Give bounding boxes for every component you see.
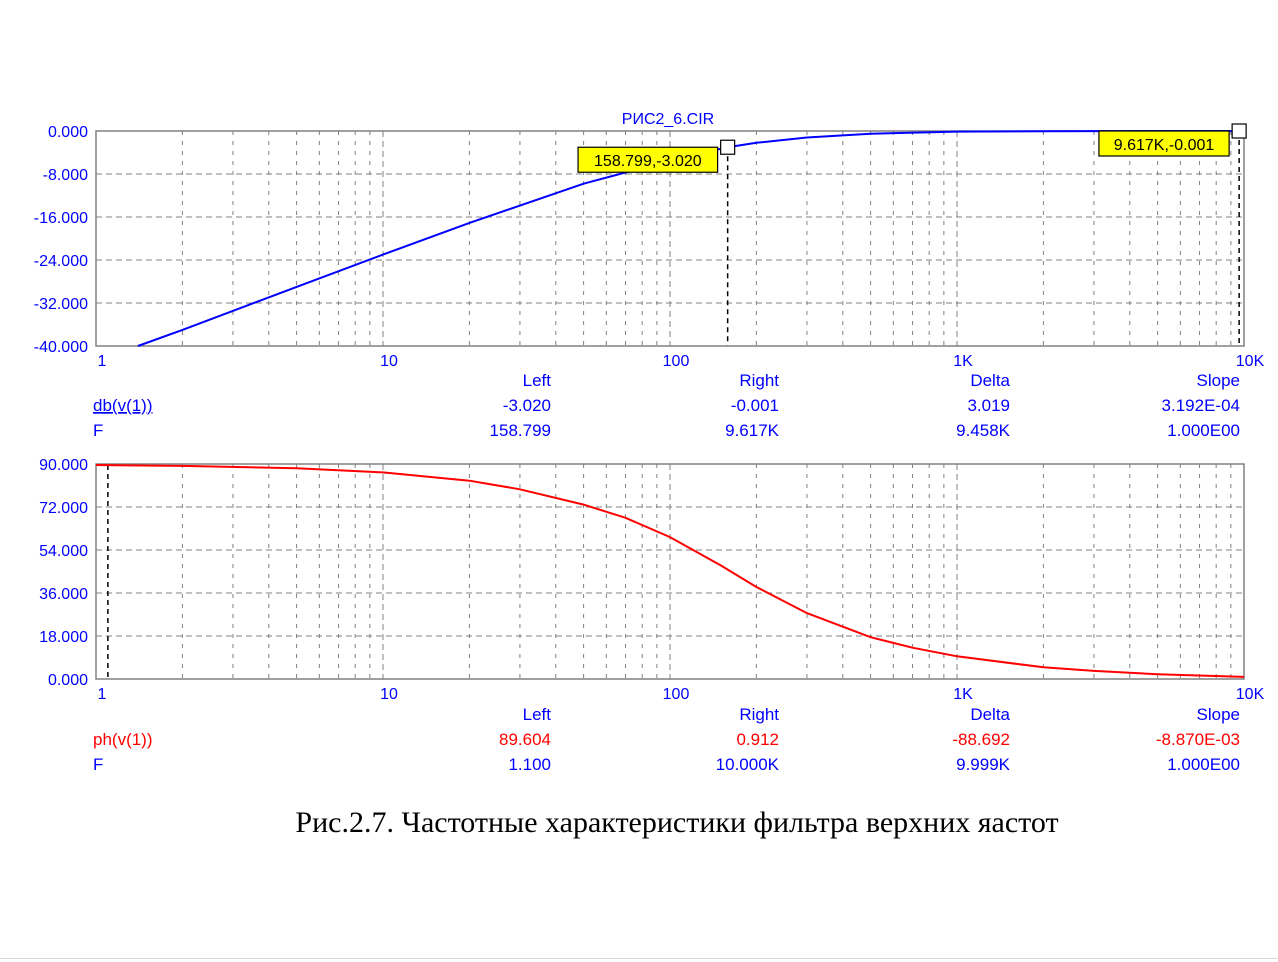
y-tick-label: 72.000 — [39, 500, 88, 517]
readout-value: 9.617K — [725, 421, 780, 440]
readout-header: Left — [523, 371, 552, 390]
y-tick-labels: 0.000 -8.000 -16.000 -24.000 -32.000 -40.000 — [34, 124, 88, 356]
y-tick-label: 0.000 — [48, 672, 88, 689]
readout-value: -8.870E-03 — [1156, 730, 1240, 749]
x-tick-label: 100 — [663, 686, 690, 703]
cursor-label-box — [1098, 130, 1230, 157]
readout-value: -3.020 — [503, 396, 551, 415]
y-tick-label: 36.000 — [39, 586, 88, 603]
x-tick-label: 100 — [663, 353, 690, 370]
readout-row-name[interactable]: F — [93, 755, 103, 774]
readout-value: 3.019 — [967, 396, 1010, 415]
plot-frame — [95, 463, 1245, 680]
x-tick-label: 10 — [380, 686, 398, 703]
readout-value: 158.799 — [490, 421, 551, 440]
magnitude-plot: РИС2_6.CIR 0.000 -8.000 -16.000 -24.000 -32.… — [34, 111, 1265, 370]
cursor-marker[interactable] — [1231, 123, 1247, 139]
page-divider — [0, 958, 1278, 959]
readout-header: Left — [523, 705, 552, 724]
y-tick-label: 90.000 — [39, 457, 88, 474]
cursor-readout-table: Left Right Delta Slope db(v(1)) -3.020 -0.001 3… — [93, 371, 1240, 440]
x-tick-labels: 1 10 100 1K 10K — [98, 353, 1265, 370]
y-tick-label: 0.000 — [48, 124, 88, 141]
cursor-label: 158.799,-3.020 — [594, 153, 702, 170]
readout-value: 1.100 — [508, 755, 551, 774]
readout-value: 9.458K — [956, 421, 1011, 440]
x-tick-label: 10K — [1236, 353, 1265, 370]
x-tick-label: 1K — [953, 353, 973, 370]
plot-frame — [95, 130, 1245, 347]
x-tick-label: 10K — [1236, 686, 1265, 703]
cursor-readout-table: Left Right Delta Slope ph(v(1)) 89.604 0.912 -8… — [93, 705, 1240, 774]
x-tick-label: 10 — [380, 353, 398, 370]
y-tick-label: -8.000 — [43, 167, 88, 184]
readout-header: Slope — [1197, 705, 1240, 724]
y-tick-label: -32.000 — [34, 296, 88, 313]
readout-value: -88.692 — [952, 730, 1010, 749]
cursor-lines — [726, 131, 1240, 346]
readout-value: 1.000E00 — [1167, 755, 1240, 774]
readout-value: 89.604 — [499, 730, 551, 749]
cursors[interactable]: 158.799,-3.020 9.617K,-0.001 — [577, 123, 1247, 173]
readout-value: 9.999K — [956, 755, 1011, 774]
y-tick-labels: 90.000 72.000 54.000 36.000 18.000 0.000 — [39, 457, 88, 689]
readout-header: Right — [739, 371, 779, 390]
y-tick-label: -40.000 — [34, 339, 88, 356]
readout-header: Right — [739, 705, 779, 724]
figure-caption: Рис.2.7. Частотные характеристики фильтр… — [295, 806, 1058, 839]
cursor-marker[interactable] — [720, 139, 736, 155]
readout-row-name[interactable]: ph(v(1)) — [93, 730, 153, 749]
readout-row-name[interactable]: F — [93, 421, 103, 440]
y-tick-label: -16.000 — [34, 210, 88, 227]
series-line — [95, 464, 1245, 678]
readout-header: Delta — [970, 705, 1010, 724]
x-tick-labels: 1 10 100 1K 10K — [98, 686, 1265, 703]
readout-row-name[interactable]: db(v(1)) — [93, 396, 153, 415]
y-tick-label: -24.000 — [34, 253, 88, 270]
readout-value: -0.001 — [731, 396, 779, 415]
grid — [96, 464, 1244, 679]
x-tick-label: 1 — [98, 353, 107, 370]
readout-value: 3.192E-04 — [1162, 396, 1240, 415]
readout-header: Slope — [1197, 371, 1240, 390]
readout-value: 0.912 — [736, 730, 779, 749]
readout-value: 10.000K — [716, 755, 780, 774]
series — [95, 464, 1245, 678]
x-tick-label: 1 — [98, 686, 107, 703]
readout-header: Delta — [970, 371, 1010, 390]
x-tick-label: 1K — [953, 686, 973, 703]
chart-title: РИС2_6.CIR — [622, 111, 714, 128]
cursor-label-box — [577, 146, 719, 173]
cursor-label: 9.617K,-0.001 — [1114, 137, 1215, 154]
readout-value: 1.000E00 — [1167, 421, 1240, 440]
y-tick-label: 54.000 — [39, 543, 88, 560]
y-tick-label: 18.000 — [39, 629, 88, 646]
